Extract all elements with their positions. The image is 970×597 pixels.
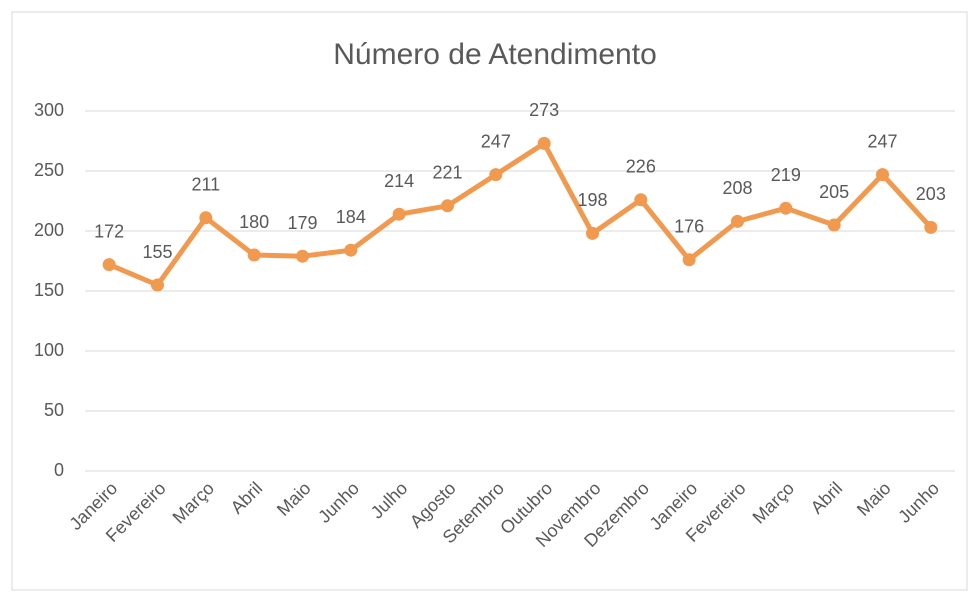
marker — [924, 220, 938, 234]
y-tick-label: 150 — [34, 280, 64, 300]
y-tick-label: 100 — [34, 340, 64, 360]
y-tick-label: 250 — [34, 160, 64, 180]
marker — [827, 218, 841, 232]
marker — [537, 136, 551, 150]
marker — [344, 243, 358, 257]
chart-title: Número de Atendimento — [333, 38, 657, 71]
marker — [489, 168, 503, 182]
data-label: 247 — [867, 131, 897, 151]
data-label: 208 — [722, 178, 752, 198]
line — [108, 140, 933, 288]
marker — [392, 207, 406, 221]
marker — [586, 226, 599, 240]
chart-border — [11, 11, 968, 591]
marker — [876, 168, 889, 182]
y-tick-label: 0 — [54, 460, 64, 480]
data-label: 221 — [432, 163, 462, 183]
y-tick-label: 50 — [44, 400, 64, 420]
marker — [731, 214, 744, 228]
marker — [441, 199, 454, 213]
y-tick-label: 200 — [34, 220, 64, 240]
marker — [199, 211, 213, 225]
data-label: 219 — [771, 165, 801, 185]
data-label: 214 — [384, 171, 414, 191]
data-label: 273 — [529, 100, 559, 120]
marker — [634, 193, 648, 207]
data-label: 247 — [481, 131, 511, 151]
data-label: 198 — [577, 190, 607, 210]
data-label: 205 — [819, 182, 849, 202]
data-label: 203 — [916, 184, 946, 204]
marker — [296, 249, 309, 263]
data-label: 176 — [674, 217, 704, 237]
data-label: 155 — [142, 242, 172, 262]
marker — [102, 258, 116, 272]
data-label: 226 — [626, 157, 656, 177]
data-label: 179 — [287, 213, 317, 233]
data-label: 184 — [336, 207, 366, 227]
y-tick-label: 300 — [34, 100, 64, 120]
data-label: 180 — [239, 212, 269, 232]
marker — [682, 253, 696, 267]
marker — [247, 248, 261, 262]
marker — [151, 278, 164, 292]
data-label: 172 — [94, 221, 124, 241]
marker — [779, 201, 793, 215]
data-label: 211 — [191, 175, 220, 195]
